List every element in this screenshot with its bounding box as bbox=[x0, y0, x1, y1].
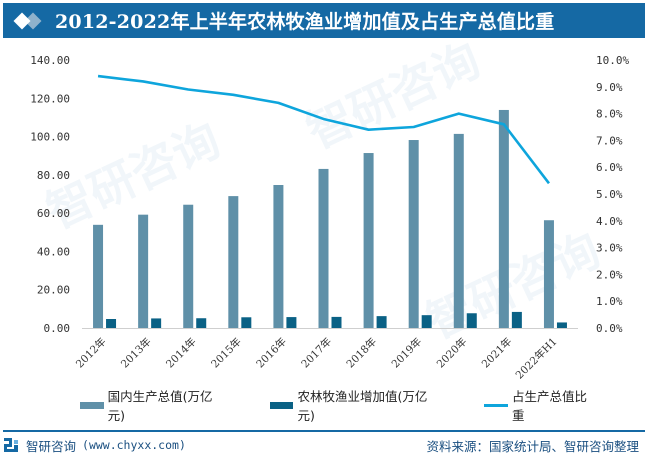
y-right-tick-label: 3.0% bbox=[596, 242, 623, 255]
y-left-tick-label: 100.00 bbox=[30, 131, 70, 144]
y-right-tick-label: 1.0% bbox=[596, 295, 623, 308]
footer: 智研咨询 (www.chyxx.com) 资料来源：国家统计局、智研咨询整理 bbox=[0, 434, 649, 456]
brand-logo-icon bbox=[4, 438, 18, 452]
bar-agri bbox=[376, 316, 387, 328]
bar-gdp bbox=[183, 204, 194, 328]
legend-swatch-gdp bbox=[80, 401, 104, 409]
y-left-tick-label: 0.00 bbox=[44, 322, 71, 335]
legend: 国内生产总值(万亿元) 农林牧渔业增加值(万亿元) 占生产总值比重 bbox=[80, 389, 640, 423]
chart-area: 0.00 20.00 40.00 60.00 80.00 100.00 120.00 140.… bbox=[30, 54, 629, 382]
x-tick-label: 2014年 bbox=[163, 335, 199, 371]
footer-url[interactable]: (www.chyxx.com) bbox=[82, 438, 186, 452]
x-tick-label: 2012年 bbox=[73, 335, 109, 371]
bar-gdp bbox=[228, 196, 239, 328]
bar-gdp bbox=[363, 153, 374, 328]
legend-item-gdp: 国内生产总值(万亿元) bbox=[80, 386, 228, 424]
y-left-tick-label: 80.00 bbox=[37, 169, 70, 182]
bar-gdp bbox=[408, 140, 419, 328]
legend-swatch-agri bbox=[269, 401, 294, 409]
footer-brand: 智研咨询 bbox=[26, 438, 77, 454]
legend-label-gdp: 国内生产总值(万亿元) bbox=[107, 389, 213, 423]
y-left-tick-label: 20.00 bbox=[37, 284, 70, 297]
y-right-tick-label: 9.0% bbox=[596, 81, 623, 94]
x-tick-label: 2021年 bbox=[479, 335, 515, 371]
x-tick-label: 2015年 bbox=[208, 335, 244, 371]
bar-agri bbox=[151, 318, 162, 328]
bar-gdp bbox=[273, 185, 284, 328]
x-tick-label: 2017年 bbox=[299, 335, 335, 371]
bar-gdp bbox=[498, 109, 509, 328]
y-left-tick-label: 140.00 bbox=[30, 54, 70, 67]
bar-agri bbox=[556, 322, 567, 328]
y-right-tick-label: 5.0% bbox=[596, 188, 623, 201]
y-left-tick-label: 40.00 bbox=[37, 245, 70, 258]
x-tick-label: 2018年 bbox=[344, 335, 380, 371]
bar-agri bbox=[466, 313, 477, 328]
bar-agri bbox=[331, 316, 342, 328]
x-tick-label: 2022年H1 bbox=[513, 335, 560, 382]
x-tick-label: 2013年 bbox=[118, 335, 154, 371]
y-right-tick-label: 10.0% bbox=[596, 54, 629, 67]
chart-title: 2012-2022年上半年农林牧渔业增加值及占生产总值比重 bbox=[55, 11, 555, 33]
diamond-icon bbox=[13, 11, 49, 31]
y-right-tick-label: 2.0% bbox=[596, 268, 623, 281]
line-ratio bbox=[97, 74, 550, 185]
bar-agri bbox=[421, 315, 432, 328]
bar-agri bbox=[241, 317, 252, 328]
x-tick-label: 2016年 bbox=[254, 335, 290, 371]
legend-label-ratio: 占生产总值比重 bbox=[511, 389, 587, 423]
x-tick-label: 2020年 bbox=[434, 335, 470, 371]
bar-agri bbox=[196, 318, 207, 328]
bar-agri bbox=[106, 319, 117, 328]
bar-gdp bbox=[138, 214, 149, 328]
legend-item-agri: 农林牧渔业增加值(万亿元) bbox=[269, 386, 442, 424]
x-tick-label: 2019年 bbox=[389, 335, 425, 371]
bar-gdp bbox=[93, 224, 104, 328]
bar-agri bbox=[286, 317, 297, 328]
bar-gdp bbox=[318, 168, 329, 328]
y-right-tick-label: 6.0% bbox=[596, 161, 623, 174]
title-bar: 2012-2022年上半年农林牧渔业增加值及占生产总值比重 bbox=[3, 3, 645, 38]
footer-source: 资料来源：国家统计局、智研咨询整理 bbox=[426, 438, 639, 454]
legend-item-ratio: 占生产总值比重 bbox=[484, 386, 598, 424]
legend-swatch-ratio bbox=[484, 403, 508, 407]
bar-gdp bbox=[543, 220, 554, 328]
footer-divider bbox=[3, 430, 645, 432]
y-right-tick-label: 0.0% bbox=[596, 322, 623, 335]
legend-label-agri: 农林牧渔业增加值(万亿元) bbox=[297, 389, 428, 423]
y-left-tick-label: 120.00 bbox=[30, 92, 70, 105]
y-left-tick-label: 60.00 bbox=[37, 207, 70, 220]
y-right-tick-label: 7.0% bbox=[596, 134, 623, 147]
y-right-tick-label: 8.0% bbox=[596, 108, 623, 121]
bar-gdp bbox=[453, 133, 464, 328]
bar-agri bbox=[511, 311, 522, 328]
y-right-tick-label: 4.0% bbox=[596, 215, 623, 228]
